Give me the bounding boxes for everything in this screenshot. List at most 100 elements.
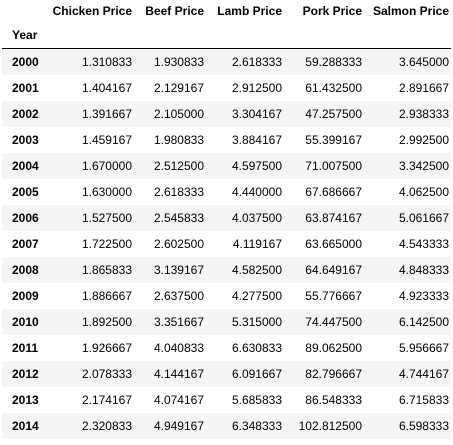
row-index-year: 2009: [12, 288, 39, 303]
row-index-year: 2012: [12, 366, 39, 381]
table-row: 2008 1.865833 3.139167 4.582500 64.649167 4.8…: [2, 256, 451, 283]
cell-beef-price: 4.949167: [153, 418, 204, 433]
cell-lamb-price: 2.618333: [231, 54, 282, 69]
table-row: 2009 1.886667 2.637500 4.277500 55.776667 4.9…: [2, 282, 451, 309]
cell-salmon-price: 5.061667: [398, 210, 449, 225]
cell-chicken-price: 1.459167: [81, 132, 132, 147]
column-header-chicken-price: Chicken Price: [52, 4, 132, 18]
index-name-row: Year: [2, 22, 451, 49]
cell-chicken-price: 1.310833: [81, 54, 132, 69]
table-header: Chicken Price Beef Price Lamb Price Pork…: [2, 0, 451, 49]
cell-salmon-price: 4.848333: [398, 262, 449, 277]
cell-lamb-price: 3.304167: [231, 106, 282, 121]
cell-beef-price: 3.351667: [153, 314, 204, 329]
cell-salmon-price: 5.956667: [398, 340, 449, 355]
cell-pork-price: 102.812500: [298, 418, 362, 433]
row-index-year: 2011: [12, 340, 39, 355]
row-index-year: 2000: [12, 54, 39, 69]
row-index-year: 2002: [12, 106, 39, 121]
cell-beef-price: 2.545833: [153, 210, 204, 225]
cell-pork-price: 47.257500: [305, 106, 362, 121]
row-index-year: 2008: [12, 262, 39, 277]
cell-chicken-price: 1.630000: [81, 184, 132, 199]
cell-pork-price: 59.288333: [305, 54, 362, 69]
cell-salmon-price: 4.923333: [398, 288, 449, 303]
row-index-year: 2014: [12, 418, 39, 433]
cell-salmon-price: 2.992500: [398, 132, 449, 147]
cell-beef-price: 2.602500: [153, 236, 204, 251]
cell-chicken-price: 1.886667: [81, 288, 132, 303]
row-index-year: 2013: [12, 392, 39, 407]
cell-pork-price: 74.447500: [305, 314, 362, 329]
table-row: 2004 1.670000 2.512500 4.597500 71.007500 3.3…: [2, 152, 451, 179]
cell-pork-price: 86.548333: [305, 392, 362, 407]
cell-pork-price: 64.649167: [305, 262, 362, 277]
row-index-year: 2001: [12, 80, 39, 95]
table-body: 2000 1.310833 1.930833 2.618333 59.288333 3.6…: [2, 48, 451, 439]
row-index-year: 2007: [12, 236, 39, 251]
table-row: 2012 2.078333 4.144167 6.091667 82.796667 4.7…: [2, 360, 451, 387]
index-name-filler: [364, 22, 451, 49]
cell-pork-price: 61.432500: [305, 80, 362, 95]
cell-beef-price: 2.637500: [153, 288, 204, 303]
cell-chicken-price: 1.892500: [81, 314, 132, 329]
cell-chicken-price: 1.527500: [81, 210, 132, 225]
index-corner-cell: [2, 0, 45, 22]
cell-pork-price: 89.062500: [305, 340, 362, 355]
cell-beef-price: 2.105000: [153, 106, 204, 121]
cell-beef-price: 2.618333: [153, 184, 204, 199]
cell-beef-price: 4.074167: [153, 392, 204, 407]
cell-chicken-price: 2.320833: [81, 418, 132, 433]
column-header-lamb-price: Lamb Price: [217, 4, 282, 18]
cell-beef-price: 4.144167: [153, 366, 204, 381]
table-row: 2002 1.391667 2.105000 3.304167 47.257500 2.9…: [2, 100, 451, 127]
cell-chicken-price: 2.174167: [81, 392, 132, 407]
column-header-salmon-price: Salmon Price: [372, 4, 449, 18]
row-index-year: 2010: [12, 314, 39, 329]
cell-beef-price: 1.980833: [153, 132, 204, 147]
index-name-filler: [284, 22, 364, 49]
table-row: 2011 1.926667 4.040833 6.630833 89.062500 5.9…: [2, 334, 451, 361]
cell-chicken-price: 2.078333: [81, 366, 132, 381]
cell-lamb-price: 5.315000: [231, 314, 282, 329]
cell-salmon-price: 4.543333: [398, 236, 449, 251]
cell-lamb-price: 6.091667: [231, 366, 282, 381]
cell-pork-price: 63.874167: [305, 210, 362, 225]
cell-chicken-price: 1.670000: [81, 158, 132, 173]
index-name-filler: [45, 22, 134, 49]
cell-lamb-price: 4.277500: [231, 288, 282, 303]
cell-lamb-price: 6.348333: [231, 418, 282, 433]
cell-pork-price: 82.796667: [305, 366, 362, 381]
cell-salmon-price: 4.062500: [398, 184, 449, 199]
cell-chicken-price: 1.865833: [81, 262, 132, 277]
cell-salmon-price: 6.598333: [398, 418, 449, 433]
cell-chicken-price: 1.722500: [81, 236, 132, 251]
table-row: 2006 1.527500 2.545833 4.037500 63.874167 5.0…: [2, 204, 451, 231]
cell-lamb-price: 4.037500: [231, 210, 282, 225]
cell-lamb-price: 4.597500: [231, 158, 282, 173]
column-header-pork-price: Pork Price: [302, 4, 362, 18]
cell-chicken-price: 1.391667: [81, 106, 132, 121]
table-row: 2013 2.174167 4.074167 5.685833 86.548333 6.7…: [2, 386, 451, 413]
cell-salmon-price: 3.645000: [398, 54, 449, 69]
table-row: 2005 1.630000 2.618333 4.440000 67.686667 4.0…: [2, 178, 451, 205]
cell-lamb-price: 4.582500: [231, 262, 282, 277]
cell-salmon-price: 4.744167: [398, 366, 449, 381]
cell-pork-price: 63.665000: [305, 236, 362, 251]
cell-pork-price: 71.007500: [305, 158, 362, 173]
column-header-beef-price: Beef Price: [145, 4, 204, 18]
table-row: 2001 1.404167 2.129167 2.912500 61.432500 2.8…: [2, 74, 451, 101]
index-name-filler: [134, 22, 206, 49]
row-index-year: 2004: [12, 158, 39, 173]
row-index-year: 2003: [12, 132, 39, 147]
dataframe-table: Chicken Price Beef Price Lamb Price Pork…: [2, 0, 451, 439]
cell-lamb-price: 2.912500: [231, 80, 282, 95]
cell-lamb-price: 4.440000: [231, 184, 282, 199]
table-row: 2000 1.310833 1.930833 2.618333 59.288333 3.6…: [2, 48, 451, 75]
column-header-row: Chicken Price Beef Price Lamb Price Pork…: [2, 0, 451, 22]
table-row: 2010 1.892500 3.351667 5.315000 74.447500 6.1…: [2, 308, 451, 335]
row-index-year: 2005: [12, 184, 39, 199]
cell-chicken-price: 1.404167: [81, 80, 132, 95]
cell-salmon-price: 6.142500: [398, 314, 449, 329]
